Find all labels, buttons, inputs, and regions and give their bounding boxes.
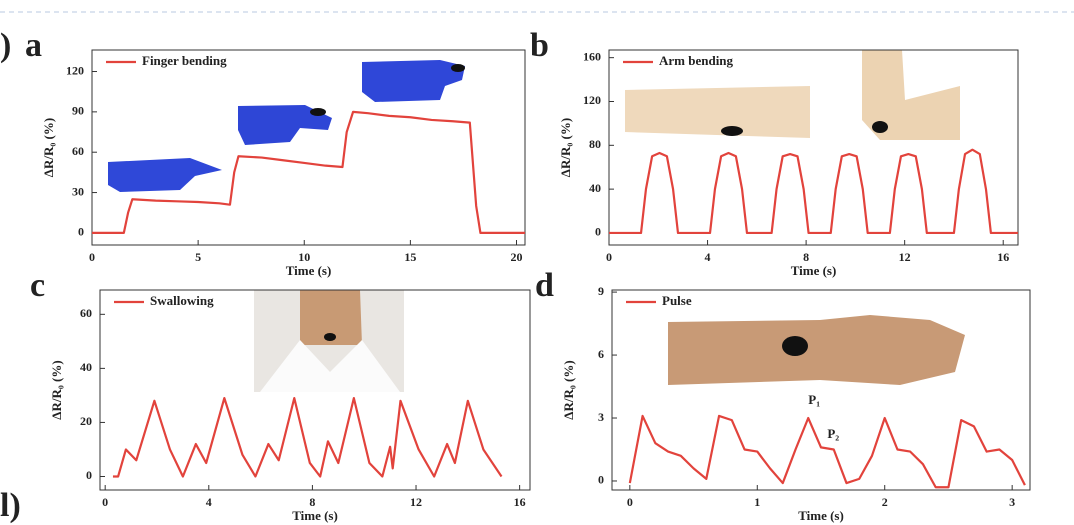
legend-label: Finger bending [142,53,227,68]
y-axis-label: ΔR/R₀ (%) [558,118,573,177]
edge-text: ) [0,27,11,64]
panel-label: d [535,267,554,304]
panel-label: b [530,27,549,64]
edge-text: l) [0,487,21,524]
x-tick-label: 10 [298,250,310,264]
x-tick-label: 20 [511,250,523,264]
x-tick-label: 0 [102,495,108,509]
annotation: P₁ [808,392,820,407]
legend-label: Arm bending [659,53,734,68]
wrist-photo [668,315,965,385]
y-tick-label: 30 [72,184,84,198]
y-tick-label: 60 [72,144,84,158]
panel-label: a [25,27,42,64]
data-line [609,150,1018,233]
x-axis-label: Time (s) [292,508,338,523]
y-axis-label: ΔR/R₀ (%) [41,118,56,177]
y-tick-label: 0 [598,473,604,487]
y-axis-label: ΔR/R₀ (%) [49,360,64,419]
x-tick-label: 3 [1009,495,1015,509]
x-tick-label: 8 [309,495,315,509]
figure: ) l) a051015200306090120Time (s)ΔR/R₀ (%… [0,0,1074,525]
x-tick-label: 8 [803,250,809,264]
legend-label: Pulse [662,293,692,308]
x-axis-label: Time (s) [286,263,332,278]
y-tick-label: 0 [78,225,84,239]
y-tick-label: 9 [598,284,604,298]
y-axis-label: ΔR/R₀ (%) [561,360,576,419]
y-tick-label: 120 [583,93,601,107]
legend-label: Swallowing [150,293,214,308]
x-tick-label: 0 [89,250,95,264]
x-tick-label: 12 [410,495,422,509]
y-tick-label: 90 [72,104,84,118]
y-tick-label: 6 [598,347,604,361]
data-line [113,398,502,476]
y-tick-label: 3 [598,410,604,424]
x-tick-label: 16 [514,495,526,509]
x-axis-label: Time (s) [798,508,844,523]
x-tick-label: 0 [627,495,633,509]
x-tick-label: 5 [195,250,201,264]
y-tick-label: 120 [66,63,84,77]
x-tick-label: 4 [206,495,212,509]
annotation: P₂ [827,426,839,441]
x-axis-label: Time (s) [791,263,837,278]
y-tick-label: 20 [80,414,92,428]
hand-photo [108,60,465,192]
panel-label: c [30,267,45,304]
x-tick-label: 1 [754,495,760,509]
x-tick-label: 15 [404,250,416,264]
y-tick-label: 80 [589,137,601,151]
x-tick-label: 2 [882,495,888,509]
y-tick-label: 160 [583,49,601,63]
x-tick-label: 16 [997,250,1009,264]
y-tick-label: 0 [86,468,92,482]
x-tick-label: 4 [705,250,711,264]
y-tick-label: 60 [80,306,92,320]
neck-photo [254,290,404,392]
y-tick-label: 40 [80,360,92,374]
y-tick-label: 40 [589,181,601,195]
y-tick-label: 0 [595,225,601,239]
x-tick-label: 0 [606,250,612,264]
x-tick-label: 12 [899,250,911,264]
